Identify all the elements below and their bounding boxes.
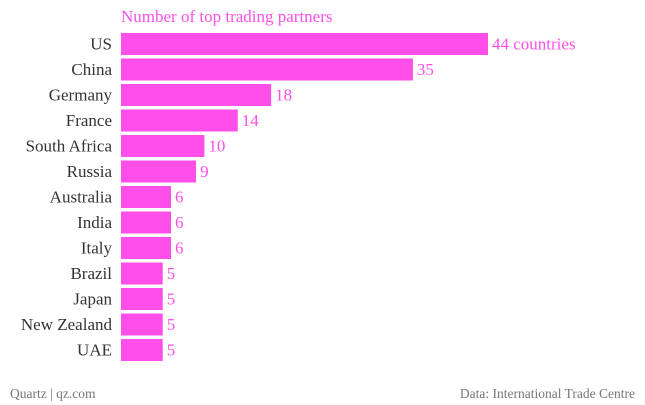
category-label: India	[77, 213, 112, 232]
bar-value-label: 18	[275, 86, 292, 105]
bar	[121, 186, 172, 208]
category-label: Japan	[73, 290, 112, 309]
footer-source: Data: International Trade Centre	[459, 386, 635, 401]
bar-value-label: 5	[167, 341, 176, 360]
bar	[121, 288, 163, 310]
category-label: Brazil	[70, 264, 112, 283]
bar	[121, 160, 197, 183]
bar	[121, 109, 238, 132]
category-labels: US China Germany France South Africa Russia Au…	[21, 35, 113, 360]
bar-value-label: 5	[167, 315, 176, 334]
bar-value-label: 5	[167, 290, 176, 309]
category-label: South Africa	[26, 137, 113, 156]
category-label: US	[90, 35, 112, 54]
bar-value-label: 9	[200, 162, 209, 181]
bar-value-label: 5	[167, 264, 176, 283]
bar	[121, 58, 413, 81]
bar	[121, 84, 272, 106]
category-label: Germany	[49, 86, 113, 105]
category-label: Australia	[50, 188, 113, 207]
footer-credit: Quartz | qz.com	[10, 386, 96, 401]
bar	[121, 313, 163, 336]
bar	[121, 33, 488, 55]
category-label: Italy	[81, 239, 113, 258]
bars	[121, 33, 488, 361]
chart-title: Number of top trading partners	[121, 7, 333, 26]
bar-value-label: 35	[417, 60, 434, 79]
category-label: France	[66, 111, 112, 130]
category-label: UAE	[77, 341, 112, 360]
bar-value-label: 14	[242, 111, 259, 130]
bar-value-label: 10	[208, 137, 225, 156]
bar-value-label: 6	[175, 213, 184, 232]
category-label: New Zealand	[21, 315, 113, 334]
bar	[121, 339, 163, 361]
bar-value-label: 44 countries	[492, 35, 576, 54]
category-label: Russia	[67, 162, 113, 181]
bar-value-label: 6	[175, 188, 184, 207]
bar	[121, 262, 163, 285]
category-label: China	[71, 60, 112, 79]
bar	[121, 135, 205, 157]
bar-value-label: 6	[175, 239, 184, 258]
bar	[121, 211, 172, 234]
bar	[121, 237, 172, 259]
